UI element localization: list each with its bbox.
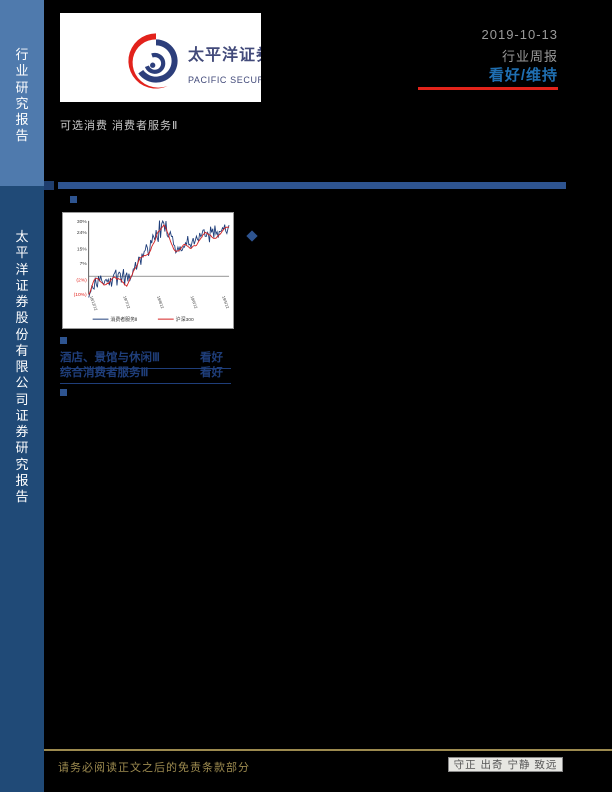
svg-text:(10%): (10%) [74,292,87,298]
svg-text:消费者服务Ⅱ: 消费者服务Ⅱ [110,316,137,323]
svg-text:24%: 24% [77,230,87,236]
svg-text:19/7/12: 19/7/12 [122,295,131,309]
svg-text:19/6/12: 19/6/12 [190,295,199,309]
svg-text:19/8/12: 19/8/12 [156,295,165,309]
svg-text:19/5/12: 19/5/12 [221,295,230,309]
svg-text:15%: 15% [77,246,87,252]
svg-text:(2%): (2%) [76,277,87,283]
svg-text:7%: 7% [80,261,88,267]
svg-text:18/12/12: 18/12/12 [89,295,99,311]
svg-text:沪深300: 沪深300 [176,316,194,323]
svg-text:30%: 30% [77,219,87,225]
